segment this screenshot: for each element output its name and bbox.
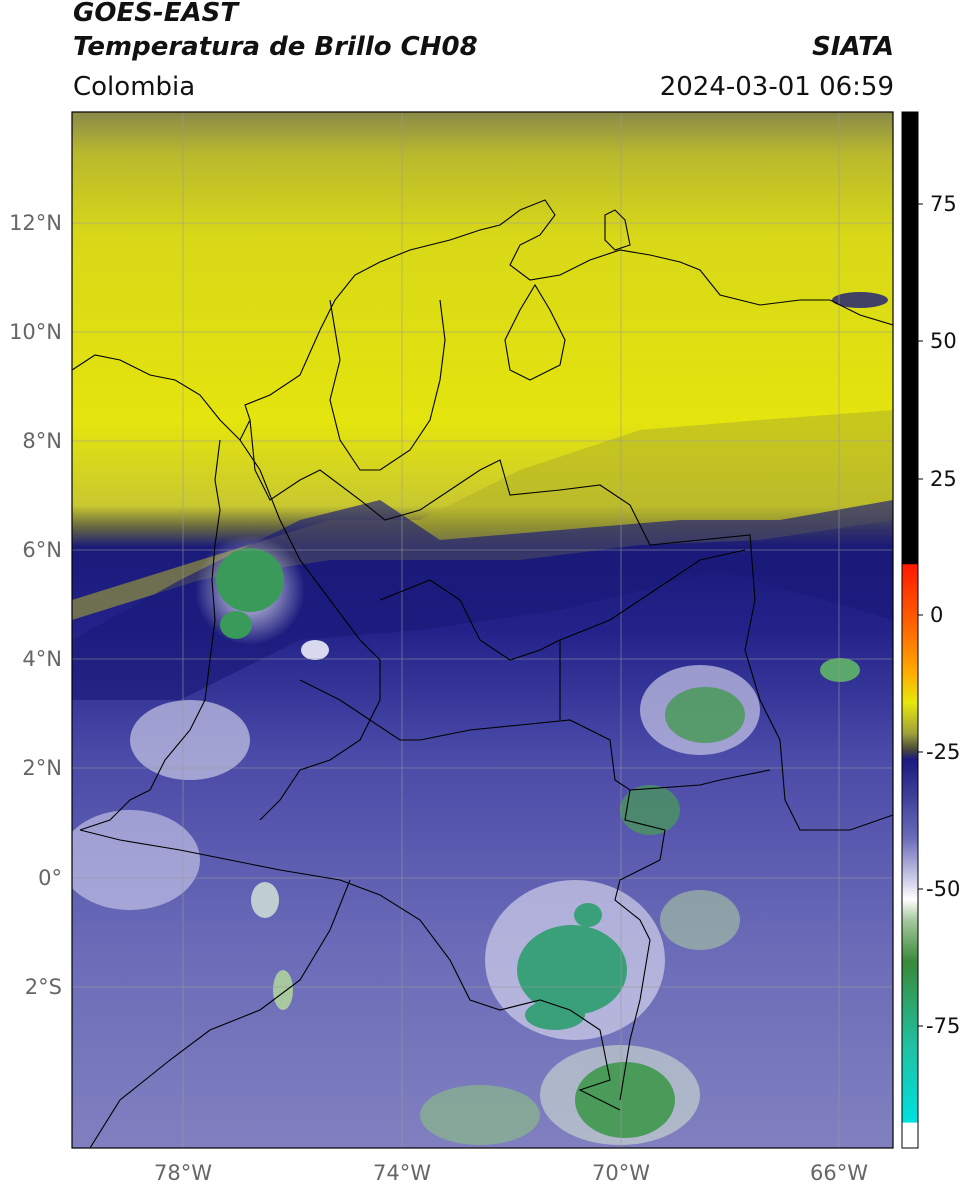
organization-label: SIATA bbox=[812, 32, 894, 62]
timestamp-label: 2024-03-01 06:59 bbox=[659, 72, 894, 102]
lon-label: 78°W bbox=[154, 1161, 212, 1185]
convective-core bbox=[820, 658, 860, 682]
peru-border bbox=[89, 879, 351, 1148]
brazil-border bbox=[614, 789, 666, 1101]
convective-core bbox=[575, 1062, 675, 1138]
product-title: Temperatura de Brillo CH08 bbox=[73, 32, 478, 62]
lon-label: 70°W bbox=[592, 1161, 650, 1185]
colorbar: 75 50 25 0 -25 -50 -75 bbox=[901, 111, 960, 1149]
department-border bbox=[329, 299, 446, 471]
internal-border bbox=[419, 719, 771, 791]
convective-core bbox=[620, 785, 680, 835]
convective-core bbox=[574, 903, 602, 927]
map-frame bbox=[71, 111, 894, 1149]
lon-label: 66°W bbox=[810, 1161, 868, 1185]
satellite-title: GOES-EAST bbox=[73, 0, 239, 28]
boundaries bbox=[72, 199, 893, 1148]
pacific-coastline bbox=[79, 439, 221, 831]
convective-core bbox=[420, 1085, 540, 1145]
venezuela-border bbox=[249, 419, 893, 831]
colorbar-tick-label: -25 bbox=[926, 740, 960, 764]
lat-label: 10°N bbox=[9, 320, 62, 344]
colorbar-tick-label: 25 bbox=[930, 467, 957, 491]
department-border bbox=[379, 579, 561, 661]
graticule bbox=[72, 112, 893, 1148]
region-label: Colombia bbox=[73, 72, 196, 102]
department-border bbox=[239, 439, 381, 821]
convective-core bbox=[216, 548, 284, 612]
department-border bbox=[299, 679, 420, 741]
colorbar-tick-label: 75 bbox=[930, 192, 957, 216]
paraguana-peninsula bbox=[604, 209, 631, 251]
lat-label: 0° bbox=[38, 866, 62, 890]
internal-border bbox=[559, 549, 746, 720]
cloud-region bbox=[251, 882, 279, 918]
convective-core bbox=[517, 925, 627, 1015]
lat-label: 2°S bbox=[25, 975, 62, 999]
lon-label: 74°W bbox=[373, 1161, 431, 1185]
cloud-region bbox=[72, 810, 200, 910]
brightness-temperature-field bbox=[72, 112, 893, 1148]
colorbar-scale bbox=[901, 111, 919, 1149]
cloud-region bbox=[660, 890, 740, 950]
ecuador-peru-border bbox=[79, 829, 621, 1111]
lat-label: 6°N bbox=[22, 538, 62, 562]
convective-core bbox=[525, 1000, 585, 1030]
convective-core bbox=[220, 611, 252, 639]
cloud-region bbox=[130, 700, 250, 780]
moist-patch bbox=[832, 292, 888, 308]
cloud-region bbox=[301, 640, 329, 660]
colorbar-ticks bbox=[918, 203, 923, 1027]
colorbar-tick-label: -50 bbox=[926, 877, 960, 901]
lat-label: 2°N bbox=[22, 756, 62, 780]
cloud-region bbox=[273, 970, 293, 1010]
colorbar-tick-label: -75 bbox=[926, 1014, 960, 1038]
caribbean-coastline bbox=[72, 199, 893, 441]
convective-core bbox=[665, 687, 745, 743]
lat-label: 12°N bbox=[9, 211, 62, 235]
colorbar-tick-label: 0 bbox=[930, 603, 943, 627]
lake-maracaibo bbox=[504, 283, 566, 381]
lat-label: 4°N bbox=[22, 647, 62, 671]
colorbar-tick-label: 50 bbox=[930, 329, 957, 353]
lat-label: 8°N bbox=[22, 429, 62, 453]
